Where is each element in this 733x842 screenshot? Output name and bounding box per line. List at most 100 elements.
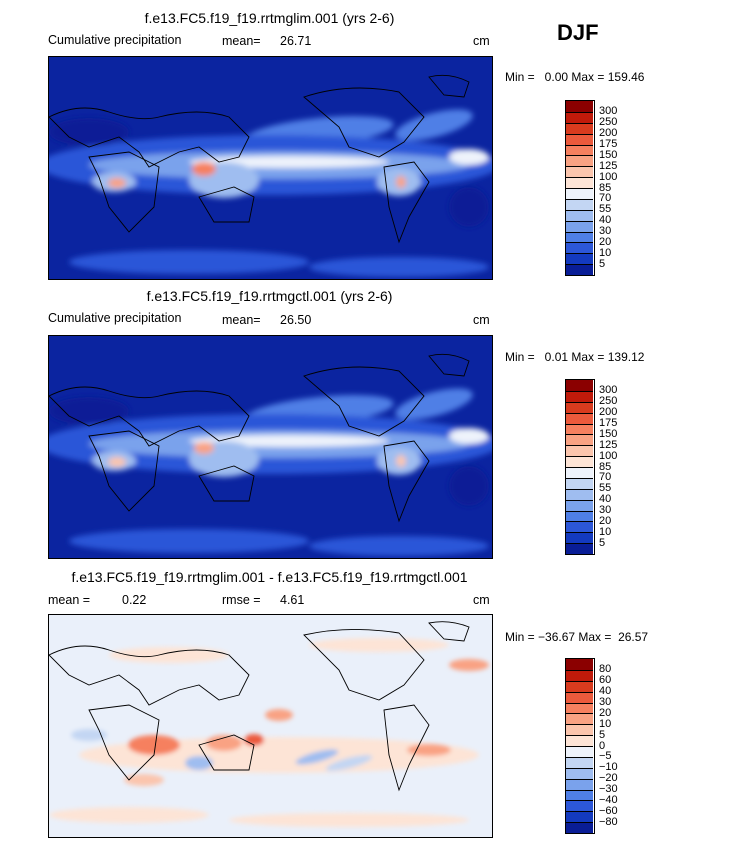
colorbar-label: 150 [599,148,618,161]
colorbar-swatch [566,111,593,123]
colorbar-swatch [566,220,593,232]
colorbar-label: 40 [599,214,612,227]
panel-1-mean-label: mean= [222,34,261,48]
colorbar-swatch [566,724,593,736]
colorbar-swatch [566,800,593,812]
panel-2-variable-label: Cumulative precipitation [48,311,182,325]
panel-2-map [48,335,493,559]
panel-2-mean-label: mean= [222,313,261,327]
colorbar-label: 85 [599,460,612,473]
colorbar-swatch [566,423,593,435]
colorbar-label: −20 [599,772,618,785]
colorbar-swatch [566,188,593,199]
colorbar-swatch [566,746,593,757]
colorbar-label: −30 [599,783,618,795]
panel-3-map-field [49,615,492,837]
colorbar-swatch [566,122,593,134]
colorbar-label: −40 [599,793,618,806]
season-label: DJF [557,20,599,45]
colorbar-swatch [566,177,593,188]
colorbar-swatch [566,713,593,725]
panel-1-variable-label: Cumulative precipitation [48,33,182,47]
colorbar-label: 60 [599,674,612,687]
panel-2-mean-value: 26.50 [280,313,312,327]
colorbar-swatch [566,702,593,714]
colorbar-swatch [566,209,593,221]
colorbar-swatch [566,543,593,554]
colorbar-swatch [566,101,593,112]
colorbar-swatch [566,789,593,801]
panel-3-units: cm [473,593,490,607]
colorbar-label: 100 [599,170,618,183]
panel-1-colorbar: 300 250 200 175 150 125 100 85 70 55 40 30 20 10 5 [565,100,617,276]
colorbar-swatch [566,735,593,746]
colorbar-swatch [566,767,593,779]
colorbar-label: −60 [599,804,618,817]
panel-1-minmax: Min = 0.00 Max = 159.46 [505,70,645,84]
colorbar-label: 125 [599,159,618,172]
colorbar-label: 10 [599,246,612,259]
colorbar-swatch [566,659,593,670]
colorbar-swatch [566,456,593,467]
panel-3-title: f.e13.FC5.f19_f19.rrtmglim.001 - f.e13.F… [71,569,468,585]
colorbar-label: 300 [599,105,618,118]
colorbar-label: 300 [599,384,618,397]
colorbar-label: 10 [599,717,612,730]
colorbar-swatch [566,133,593,145]
colorbar-label: 100 [599,449,618,462]
colorbar-swatch [566,499,593,511]
panel-2-units: cm [473,313,490,327]
panel-3-colorbar: 80 60 40 30 20 10 5 0 −5 −10 −20 −30 −40 −60 −80 [565,658,618,834]
panel-3-mean-value: 0.22 [122,593,147,607]
colorbar-label: 40 [599,493,612,506]
colorbar-swatch [566,510,593,522]
colorbar-swatch [566,445,593,457]
colorbar-label: 0 [599,739,606,752]
colorbar-swatch [566,680,593,692]
colorbar-swatch [566,155,593,167]
colorbar-label: 30 [599,225,612,237]
colorbar-swatch [566,521,593,533]
colorbar-label: 30 [599,504,612,516]
colorbar-swatch [566,669,593,681]
colorbar-label: 20 [599,706,612,719]
colorbar-label: 20 [599,235,612,248]
panel-3-mean-label: mean = [48,593,91,607]
colorbar-label: 70 [599,192,612,205]
colorbar-label: 200 [599,127,618,140]
panel-2-colorbar: 300 250 200 175 150 125 100 85 70 55 40 30 20 10 5 [565,379,617,555]
colorbar-swatch [566,412,593,424]
colorbar-label: −5 [599,750,612,763]
colorbar-swatch [566,778,593,790]
colorbar-swatch [566,253,593,265]
colorbar-swatch [566,198,593,210]
colorbar-label: 5 [599,536,606,549]
colorbar-label: 200 [599,406,618,419]
colorbar-label: 85 [599,181,612,194]
colorbar-swatch [566,532,593,544]
colorbar-swatch [566,380,593,391]
panel-2-title: f.e13.FC5.f19_f19.rrtmgctl.001 (yrs 2-6) [146,288,393,304]
colorbar-label: 5 [599,257,606,270]
colorbar-label: 20 [599,514,612,527]
colorbar-swatch [566,756,593,768]
panel-2-map-field [49,336,492,558]
colorbar-label: 125 [599,438,618,451]
colorbar-label: 40 [599,685,612,698]
panel-1-mean-value: 26.71 [280,34,312,48]
colorbar-label: 10 [599,525,612,538]
colorbar-swatch [566,242,593,254]
colorbar-label: 5 [599,728,606,741]
colorbar-label: 70 [599,471,612,484]
panel-1-map-field [49,57,492,279]
colorbar-label: 30 [599,696,612,708]
colorbar-swatch [566,467,593,478]
colorbar-swatch [566,390,593,402]
colorbar-label: 55 [599,482,612,495]
colorbar-label: −10 [599,761,618,774]
colorbar-swatch [566,264,593,275]
colorbar-label: 250 [599,395,618,408]
colorbar-label: 250 [599,116,618,129]
colorbar-swatch [566,144,593,156]
colorbar-swatch [566,691,593,703]
